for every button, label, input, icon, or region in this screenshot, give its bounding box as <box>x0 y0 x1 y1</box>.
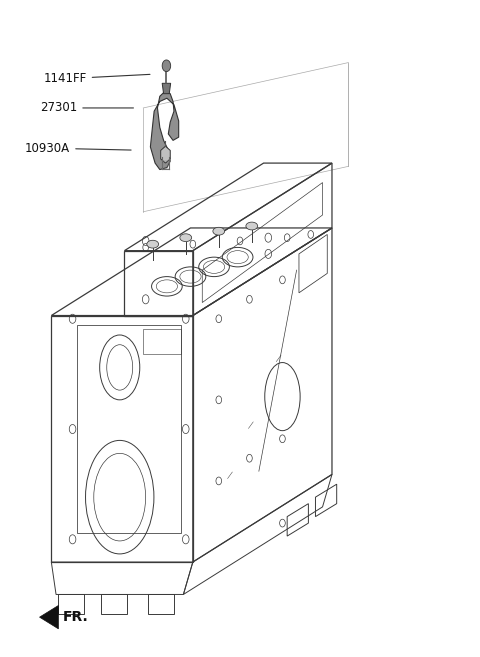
Polygon shape <box>150 92 179 170</box>
Text: 27301: 27301 <box>40 101 133 114</box>
Ellipse shape <box>246 222 258 230</box>
Polygon shape <box>39 606 59 629</box>
Circle shape <box>162 60 171 72</box>
Ellipse shape <box>147 240 158 248</box>
Ellipse shape <box>213 227 225 235</box>
Text: FR.: FR. <box>63 610 89 624</box>
Ellipse shape <box>180 234 192 242</box>
Text: 10930A: 10930A <box>25 142 131 154</box>
Polygon shape <box>162 83 171 94</box>
Polygon shape <box>161 147 170 163</box>
Text: 1141FF: 1141FF <box>44 72 150 85</box>
